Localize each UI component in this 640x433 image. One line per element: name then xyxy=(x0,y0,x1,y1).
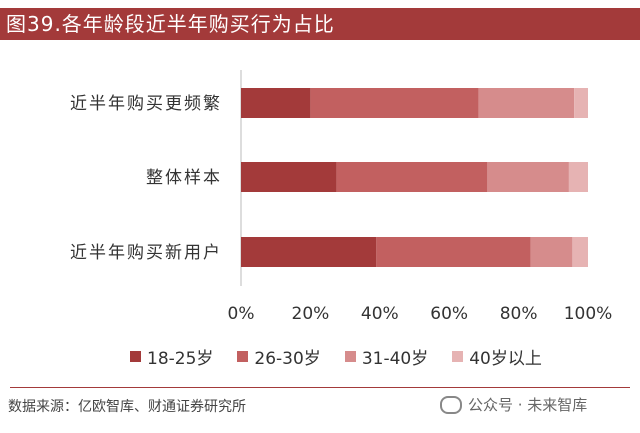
chart-title: 图39.各年龄段近半年购买行为占比 xyxy=(6,12,335,36)
legend-label: 18-25岁 xyxy=(147,348,214,369)
bar-segment xyxy=(478,88,575,118)
bar-segment xyxy=(572,237,588,267)
legend: 18-25岁 26-30岁 31-40岁 40岁以上 xyxy=(130,344,570,369)
footer-divider xyxy=(10,387,630,388)
legend-item: 26-30岁 xyxy=(237,344,321,369)
legend-label: 26-30岁 xyxy=(254,348,321,369)
legend-swatch xyxy=(344,350,356,362)
legend-item: 18-25岁 xyxy=(130,344,213,369)
x-tick-label: 20% xyxy=(292,304,330,324)
category-label: 近半年购买新用户 xyxy=(70,243,222,263)
bar-segment xyxy=(487,162,569,192)
x-tick-label: 100% xyxy=(564,304,613,324)
x-tick-label: 0% xyxy=(228,304,255,324)
legend-label: 40岁以上 xyxy=(469,348,542,369)
legend-swatch xyxy=(130,350,141,362)
title-bar: 图39.各年龄段近半年购买行为占比 xyxy=(0,8,640,40)
watermark-text: 公众号 · 未来智库 xyxy=(468,396,588,414)
bar-segment xyxy=(241,88,311,118)
legend-swatch xyxy=(237,350,249,362)
bar-segment xyxy=(568,162,588,192)
bar-segment xyxy=(574,88,588,118)
bar-segment xyxy=(530,237,573,267)
x-tick-label: 60% xyxy=(430,304,468,324)
bar-segment xyxy=(310,88,479,118)
category-label: 整体样本 xyxy=(146,168,222,188)
wechat-icon xyxy=(440,395,462,414)
legend-label: 31-40岁 xyxy=(361,348,429,369)
legend-swatch xyxy=(452,350,464,362)
legend-item: 31-40岁 xyxy=(344,344,429,369)
legend-item: 40岁以上 xyxy=(452,344,542,369)
x-tick-label: 40% xyxy=(361,304,399,324)
source-note: 数据来源：亿欧智库、财通证券研究所 xyxy=(8,399,246,415)
bar-segment xyxy=(336,162,488,192)
x-tick-label: 80% xyxy=(500,304,538,324)
bar-segment xyxy=(241,162,337,192)
bar-segment xyxy=(376,237,531,267)
watermark: 公众号 · 未来智库 xyxy=(440,394,587,415)
bar-segment xyxy=(241,237,377,267)
category-label: 近半年购买更频繁 xyxy=(70,94,222,114)
